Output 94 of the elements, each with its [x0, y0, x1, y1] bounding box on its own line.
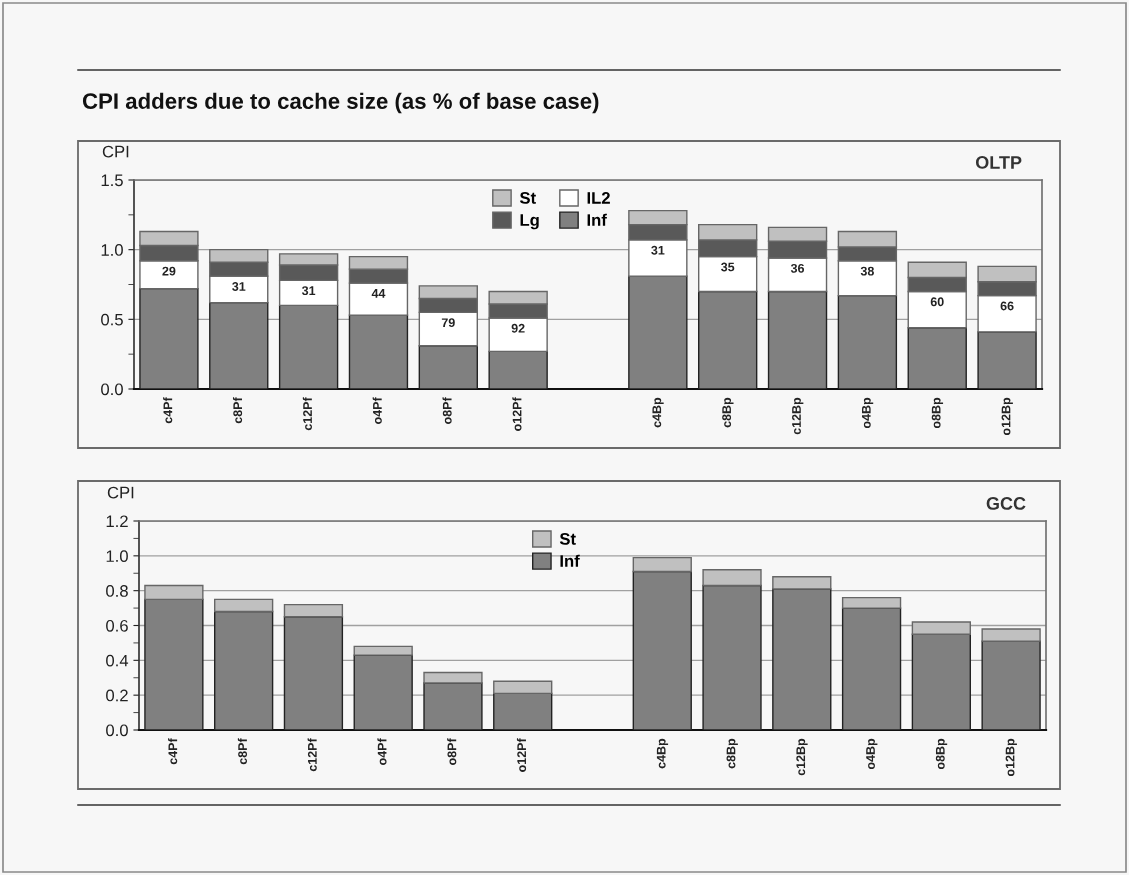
x-tick-label: o8Bp [931, 397, 944, 429]
bar [702, 569, 762, 587]
x-tick-label: o4Pf [377, 738, 387, 765]
annotation: 38 [860, 266, 874, 276]
chart-title: CPI adders due to cache size (as % of base case) [82, 92, 599, 114]
y-tick-label: 0.4 [106, 654, 129, 667]
annotation: 79 [441, 318, 455, 328]
legend-label: Lg [520, 214, 539, 230]
bar [348, 314, 409, 389]
bar [214, 610, 274, 730]
bar [144, 598, 204, 730]
bar [837, 294, 898, 389]
y-axis-title: CPI [107, 486, 134, 499]
chart-subtitle: GCC [986, 497, 1026, 510]
x-tick-label: c4Pf [163, 397, 173, 424]
x-tick-label: o8Pf [442, 397, 452, 424]
annotation: 44 [371, 289, 386, 298]
bar [981, 628, 1041, 642]
bar [283, 616, 344, 730]
bar [353, 654, 413, 730]
legend-label: IL2 [587, 192, 610, 204]
x-tick-label: o8Bp [935, 738, 948, 770]
x-tick-label: o8Pf [447, 738, 457, 765]
x-tick-label: c8Pf [232, 397, 243, 424]
x-tick-label: c4Pf [168, 738, 178, 765]
x-tick-label: o4Bp [862, 397, 874, 429]
bar [139, 287, 199, 389]
y-tick-label: 0.6 [106, 619, 128, 632]
bar [977, 331, 1037, 389]
y-tick-label: 1.0 [101, 244, 123, 256]
legend-label: St [519, 192, 536, 204]
bar [907, 326, 967, 389]
y-tick-label: 0.8 [106, 585, 128, 597]
annotation: 92 [511, 323, 525, 333]
bar [841, 596, 902, 609]
bar [628, 275, 688, 389]
x-tick-label: c4Bp [656, 738, 669, 769]
annotation: 60 [930, 297, 944, 307]
bar [488, 350, 548, 389]
annotation: 29 [162, 266, 176, 276]
bar [698, 290, 758, 389]
x-tick-label: o4Bp [866, 738, 878, 770]
bar [493, 692, 553, 730]
bar [423, 671, 483, 684]
bar [772, 588, 832, 730]
bar [911, 633, 971, 730]
y-tick-label: 1.5 [101, 174, 123, 187]
x-tick-label: o12Pf [512, 397, 522, 431]
bar [632, 570, 692, 730]
x-tick-label: o12Bp [1001, 397, 1013, 436]
x-tick-label: c8Bp [726, 738, 738, 769]
y-tick-label: 0.2 [106, 689, 128, 702]
bar [841, 607, 902, 730]
bar [493, 680, 553, 695]
bar [209, 301, 269, 389]
x-tick-label: c8Pf [237, 738, 248, 765]
y-tick-label: 0.0 [101, 383, 123, 396]
legend-label: St [559, 533, 576, 545]
x-tick-label: c12Bp [792, 397, 804, 435]
annotation: 31 [651, 245, 665, 255]
bar [423, 682, 483, 730]
bar [214, 598, 274, 613]
x-tick-label: c12Pf [307, 738, 317, 772]
bar [632, 556, 692, 573]
bar [283, 603, 344, 618]
bar [981, 640, 1041, 730]
x-tick-label: c12Bp [796, 738, 808, 776]
annotation: 35 [721, 262, 735, 272]
annotation: 36 [790, 263, 805, 273]
chart-subtitle: OLTP [975, 156, 1022, 169]
bar [353, 645, 413, 656]
y-tick-label: 1.2 [106, 515, 128, 528]
x-tick-label: c8Bp [722, 397, 734, 428]
annotation: 66 [1000, 301, 1014, 311]
bar [767, 290, 828, 389]
bar [278, 304, 339, 389]
x-tick-label: o4Pf [372, 397, 382, 424]
y-tick-label: 0.5 [101, 313, 123, 326]
bar [911, 621, 971, 635]
y-tick-label: 1.0 [106, 550, 128, 563]
y-axis-title: CPI [102, 145, 129, 158]
bar [772, 576, 832, 590]
bar [418, 345, 478, 389]
x-tick-label: o12Bp [1005, 738, 1017, 777]
legend-label: Inf [560, 554, 580, 567]
legend-label: Inf [587, 213, 607, 226]
bar [144, 584, 204, 601]
annotation: 31 [301, 286, 316, 296]
annotation: 31 [232, 282, 246, 291]
x-tick-label: c4Bp [652, 397, 664, 428]
bar [702, 584, 762, 730]
x-tick-label: c12Pf [302, 397, 312, 431]
y-tick-label: 0.0 [106, 724, 128, 737]
x-tick-label: o12Pf [516, 738, 527, 772]
